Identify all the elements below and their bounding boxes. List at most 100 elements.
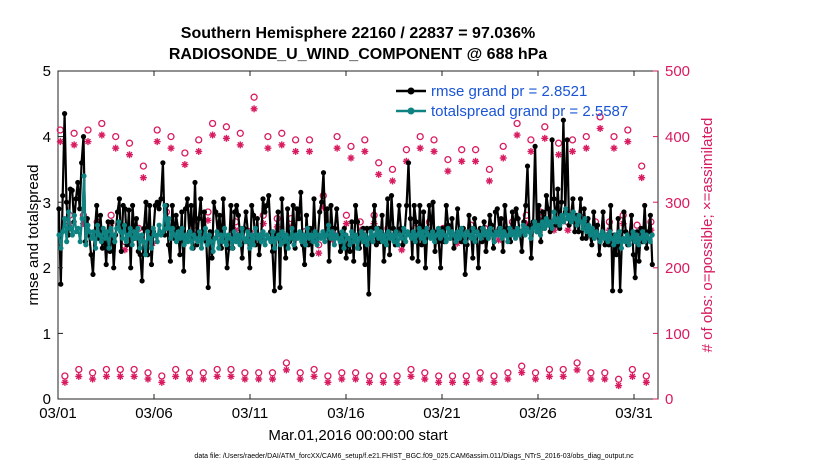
- tick-marks: [57, 70, 658, 400]
- rmse-point: [523, 202, 529, 209]
- totalspread-point: [368, 229, 374, 235]
- totalspread-point: [437, 235, 443, 241]
- rmse-point: [328, 202, 334, 209]
- assimilated-obs-point: [112, 144, 120, 152]
- rmse-point: [421, 209, 427, 215]
- rmse-point: [243, 209, 249, 215]
- rmse-point: [443, 202, 449, 209]
- assimilated-obs-point: [98, 131, 106, 139]
- rmse-point: [373, 242, 379, 248]
- totalspread-point: [75, 225, 81, 231]
- assimilated-obs-point: [236, 141, 244, 149]
- rmse-point: [576, 229, 582, 235]
- totalspread-point: [435, 225, 441, 231]
- possible-obs-point: [250, 93, 258, 101]
- totalspread-point: [245, 229, 251, 235]
- totalspread-point: [143, 252, 149, 258]
- rmse-point: [228, 202, 234, 209]
- rmse-point: [75, 179, 81, 186]
- possible-obs-point: [172, 365, 180, 374]
- totalspread-point: [453, 239, 459, 245]
- rmse-point: [404, 202, 410, 209]
- totalspread-point: [605, 239, 611, 245]
- totalspread-point: [403, 239, 409, 245]
- rmse-point: [591, 209, 597, 215]
- totalspread-point: [640, 229, 646, 235]
- totalspread-point: [408, 235, 415, 241]
- rmse-point: [249, 202, 255, 209]
- totalspread-point: [478, 235, 484, 241]
- rmse-point: [254, 216, 260, 222]
- rmse-point: [349, 219, 355, 225]
- assimilated-obs-point: [209, 131, 217, 139]
- totalspread-point: [170, 225, 176, 231]
- x-tick-label: 03/01: [39, 405, 77, 422]
- totalspread-point: [611, 242, 617, 248]
- totalspread-point: [457, 235, 463, 241]
- possible-obs-point: [596, 113, 604, 121]
- assimilated-obs-point: [75, 372, 83, 380]
- legend-marker-spread: [407, 107, 415, 115]
- totalspread-point: [312, 229, 318, 235]
- totalspread-point: [154, 239, 160, 245]
- assimilated-obs-point: [615, 382, 623, 390]
- rmse-point: [462, 271, 468, 277]
- totalspread-point: [557, 222, 563, 228]
- totalspread-point: [258, 239, 264, 245]
- assimilated-obs-point: [628, 372, 636, 380]
- assimilated-obs-point: [430, 147, 438, 155]
- rmse-point: [551, 196, 557, 202]
- totalspread-point: [187, 229, 193, 235]
- totalspread-point: [532, 219, 538, 225]
- rmse-point: [302, 261, 308, 268]
- possible-obs-point: [181, 149, 189, 157]
- possible-obs-point: [125, 139, 134, 147]
- assimilated-obs-point: [333, 144, 341, 152]
- totalspread-point: [555, 216, 561, 222]
- totalspread-point: [561, 219, 567, 225]
- assimilated-obs-point: [342, 220, 350, 228]
- assimilated-obs-point: [185, 375, 193, 383]
- rmse-point: [385, 196, 391, 202]
- rmse-point: [589, 242, 595, 248]
- possible-obs-point: [499, 142, 507, 151]
- totalspread-point: [632, 239, 638, 245]
- totalspread-point: [578, 219, 584, 225]
- assimilated-obs-point: [568, 147, 576, 155]
- x-tick-label: 03/11: [232, 405, 268, 422]
- totalspread-point: [56, 232, 62, 238]
- totalspread-point: [526, 229, 532, 235]
- totalspread-point: [218, 232, 224, 238]
- totalspread-point: [432, 239, 438, 245]
- totalspread-point: [164, 225, 170, 231]
- rmse-point: [449, 216, 455, 222]
- totalspread-point: [320, 229, 326, 235]
- totalspread-point: [79, 216, 85, 222]
- totalspread-point: [110, 232, 116, 238]
- rmse-point: [196, 216, 202, 222]
- rmse-point: [298, 189, 304, 195]
- assimilated-obs-point: [139, 174, 147, 182]
- totalspread-point: [618, 245, 625, 251]
- rmse-point: [334, 206, 340, 212]
- assimilated-obs-point: [255, 375, 263, 383]
- assimilated-obs-point: [564, 226, 572, 234]
- totalspread-point: [572, 216, 578, 222]
- rmse-point: [559, 199, 565, 205]
- rmse-point: [371, 202, 378, 209]
- rmse-point: [62, 111, 68, 117]
- rmse-point: [262, 209, 268, 215]
- totalspread-point: [260, 229, 266, 235]
- totalspread-point: [370, 239, 376, 245]
- totalspread-point: [162, 202, 168, 209]
- rmse-point: [430, 199, 436, 205]
- rmse-point: [126, 207, 132, 213]
- rmse-point: [475, 265, 481, 271]
- totalspread-point: [89, 235, 95, 241]
- totalspread-point: [123, 239, 129, 245]
- rmse-point: [549, 137, 555, 143]
- totalspread-point: [576, 212, 582, 218]
- assimilated-obs-point: [518, 369, 526, 377]
- rmse-point: [379, 212, 385, 218]
- rmse-point: [572, 229, 578, 235]
